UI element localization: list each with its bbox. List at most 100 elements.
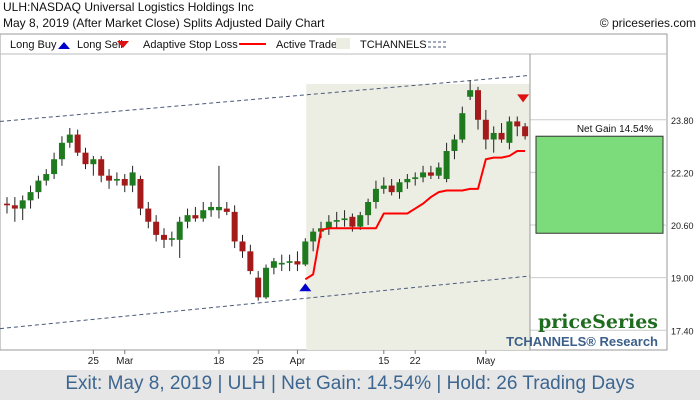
candlestick bbox=[506, 116, 513, 150]
brand-logo: priceSeries bbox=[538, 311, 658, 333]
x-tick-label: 18 bbox=[213, 356, 225, 367]
candlestick bbox=[51, 152, 58, 179]
candle-body bbox=[184, 215, 191, 222]
candlestick bbox=[176, 216, 183, 258]
y-tick-label: 19.00 bbox=[671, 274, 694, 284]
candle-body bbox=[98, 159, 105, 176]
candlestick bbox=[184, 208, 191, 229]
buy-signal-arrow-icon bbox=[299, 283, 312, 292]
candlestick bbox=[451, 134, 458, 160]
candle-body bbox=[43, 174, 50, 181]
candlestick bbox=[341, 210, 348, 227]
x-tick-label: Mar bbox=[116, 356, 134, 367]
candle-body bbox=[90, 159, 97, 165]
candlestick bbox=[168, 231, 175, 247]
candlestick bbox=[145, 202, 152, 229]
candlestick bbox=[522, 123, 529, 140]
candlestick bbox=[482, 109, 489, 150]
candle-body bbox=[4, 203, 10, 206]
candle-body bbox=[522, 126, 529, 137]
candle-body bbox=[286, 261, 293, 263]
active-trade-region bbox=[306, 84, 530, 350]
candlestick bbox=[19, 195, 26, 221]
candlestick bbox=[404, 174, 411, 189]
price-chart: Long Buy Long Sell Adaptive Stop Loss Ac… bbox=[0, 33, 694, 367]
candle-body bbox=[239, 241, 246, 252]
tchannel-lower-line bbox=[0, 275, 531, 330]
net-gain-box bbox=[535, 135, 664, 234]
legend-tchannels-label: TCHANNELS bbox=[360, 39, 427, 51]
candlestick bbox=[420, 165, 427, 183]
candle-body bbox=[113, 178, 120, 181]
candle-body bbox=[404, 178, 411, 183]
x-tick-label: 22 bbox=[410, 356, 422, 367]
x-tick-label: 25 bbox=[88, 356, 100, 367]
candle-body bbox=[357, 215, 364, 227]
x-tick-label: Apr bbox=[290, 356, 306, 367]
candlestick bbox=[223, 202, 230, 216]
candlestick bbox=[43, 169, 50, 186]
candlestick bbox=[459, 106, 466, 143]
candle-body bbox=[145, 208, 152, 222]
candle-body bbox=[121, 178, 128, 186]
candlestick bbox=[90, 155, 97, 176]
candle-body bbox=[51, 159, 58, 175]
candlestick bbox=[66, 128, 73, 148]
candle-body bbox=[35, 180, 42, 193]
candle-body bbox=[58, 142, 65, 160]
candle-body bbox=[451, 139, 458, 152]
candlestick bbox=[161, 228, 167, 249]
candle-body bbox=[208, 206, 215, 211]
candle-body bbox=[475, 90, 481, 120]
candle-body bbox=[82, 152, 89, 165]
tchannel-upper-line bbox=[0, 74, 531, 122]
candlestick bbox=[231, 205, 238, 249]
candlestick bbox=[333, 211, 340, 229]
candlestick bbox=[427, 165, 434, 179]
y-tick-label: 22.20 bbox=[671, 168, 694, 178]
candle-body bbox=[443, 151, 450, 179]
candle-body bbox=[137, 178, 144, 209]
candle-body bbox=[215, 206, 222, 211]
x-tick-label: 25 bbox=[253, 356, 265, 367]
candle-body bbox=[349, 216, 356, 227]
y-tick-label: 23.80 bbox=[671, 116, 694, 126]
chart-title: ULH:NASDAQ Universal Logistics Holdings … bbox=[3, 0, 254, 14]
candle-body bbox=[223, 208, 230, 212]
candlestick bbox=[310, 228, 317, 252]
candle-body bbox=[325, 221, 332, 229]
candlestick bbox=[270, 257, 277, 275]
candle-body bbox=[129, 172, 136, 186]
candle-body bbox=[255, 277, 262, 298]
candlestick bbox=[239, 234, 246, 258]
candle-body bbox=[467, 90, 474, 97]
candle-body bbox=[294, 261, 301, 265]
candle-body bbox=[388, 185, 395, 193]
candlestick bbox=[11, 197, 18, 222]
long-sell-arrow-icon bbox=[117, 41, 129, 48]
net-gain-label: Net Gain 14.54% bbox=[577, 124, 653, 135]
adaptive-stop-line bbox=[304, 150, 526, 281]
chart-subtitle: May 8, 2019 (After Market Close) Splits … bbox=[3, 16, 325, 30]
candle-body bbox=[333, 220, 340, 222]
candle-body bbox=[27, 192, 34, 201]
candle-body bbox=[66, 134, 73, 143]
candle-body bbox=[200, 210, 207, 219]
candlestick bbox=[82, 147, 89, 170]
candlestick bbox=[208, 202, 215, 217]
candle-body bbox=[310, 231, 317, 242]
candlestick bbox=[215, 165, 222, 219]
legend-active-trade-label: Active Trade bbox=[276, 39, 337, 51]
candlestick bbox=[490, 126, 497, 153]
candlestick bbox=[302, 238, 309, 267]
candlestick bbox=[247, 244, 254, 275]
footer-bar bbox=[0, 370, 700, 400]
footer-summary: Exit: May 8, 2019 | ULH | Net Gain: 14.5… bbox=[65, 373, 635, 394]
candlestick bbox=[27, 185, 34, 209]
candle-body bbox=[231, 211, 238, 242]
y-tick-label: 17.40 bbox=[671, 326, 694, 336]
candle-body bbox=[263, 267, 270, 298]
candlestick bbox=[514, 116, 521, 137]
candlestick bbox=[357, 211, 364, 230]
candle-body bbox=[302, 241, 309, 265]
